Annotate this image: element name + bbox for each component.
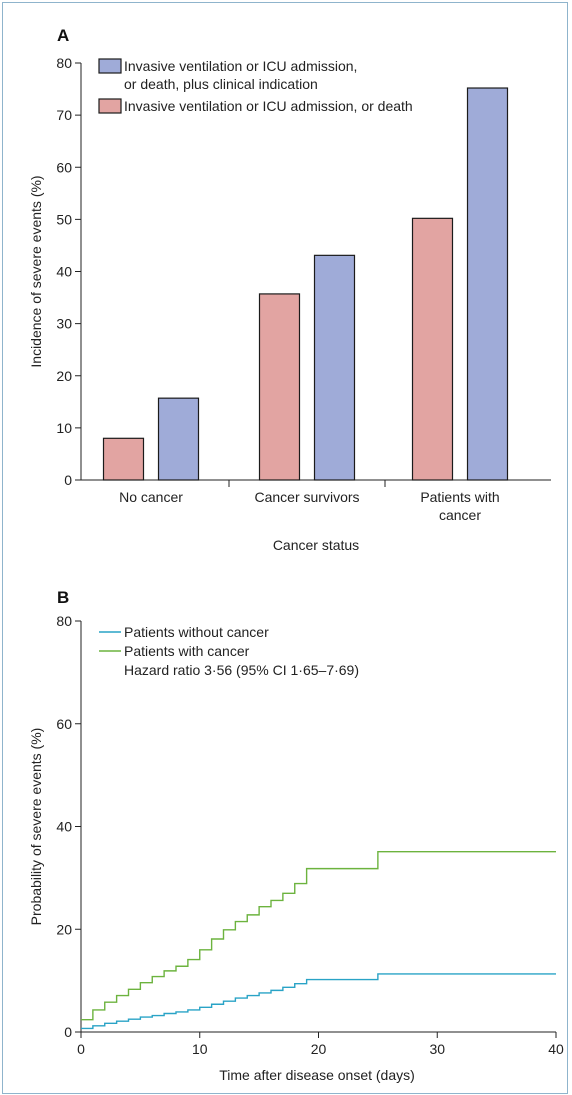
- panel-b-x-tick-label: 0: [77, 1041, 85, 1057]
- panel-a-y-tick-label: 80: [56, 55, 72, 71]
- legend-label-patients-without-cancer: Patients without cancer: [124, 624, 269, 640]
- bar-with-clinical-indication-patients-with-cancer: [466, 87, 509, 481]
- panel-a-x-tick-label-cancer-survivors: Cancer survivors: [254, 489, 359, 505]
- panel-a-x-tick-label-patients-with-cancer: Patients with: [420, 489, 499, 505]
- panel-b-y-tick-label: 0: [64, 1024, 72, 1040]
- bar-ventilation-icu-death-patients-with-cancer: [411, 217, 454, 481]
- panel-a-y-tick-label: 70: [56, 107, 72, 123]
- panel-a-x-tick-label-patients-with-cancer: cancer: [439, 507, 481, 523]
- panel-b-y-tick-label: 20: [56, 921, 72, 937]
- panel-b: B Probability of severe events (%) Time …: [28, 588, 564, 1083]
- legend-label-patients-with-cancer: Patients with cancer: [124, 643, 250, 659]
- step-curve-patients-with-cancer: [81, 850, 556, 1021]
- panel-b-y-tick-label: 40: [56, 819, 72, 835]
- panel-a-y-tick-label: 10: [56, 420, 72, 436]
- panel-b-hazard-ratio-annotation: Hazard ratio 3·56 (95% CI 1·65–7·69): [124, 662, 359, 678]
- panel-b-lines: [81, 850, 556, 1030]
- panel-a-y-tick-label: 20: [56, 368, 72, 384]
- panel-a-x-axis-title: Cancer status: [273, 537, 359, 553]
- bar-ventilation-icu-death-cancer-survivors: [258, 293, 301, 481]
- legend-label-ventilation-icu-death: Invasive ventilation or ICU admission, o…: [124, 98, 413, 114]
- panel-a-y-tick-label: 40: [56, 264, 72, 280]
- panel-a: A Incidence of severe events (%) Cancer …: [28, 26, 551, 553]
- panel-b-x-tick-label: 20: [311, 1041, 327, 1057]
- panel-a-y-tick-label: 0: [64, 472, 72, 488]
- panel-a-y-tick-label: 60: [56, 159, 72, 175]
- bar-with-clinical-indication-cancer-survivors: [313, 254, 356, 481]
- panel-a-letter: A: [57, 26, 69, 45]
- panel-b-letter: B: [57, 588, 69, 607]
- legend-label-with-clinical-indication: Invasive ventilation or ICU admission,: [124, 58, 357, 74]
- legend-swatch-with-clinical-indication: [98, 58, 122, 74]
- panel-b-y-tick-label: 60: [56, 716, 72, 732]
- panel-a-y-tick-label: 50: [56, 211, 72, 227]
- panel-a-x-tick-label-no-cancer: No cancer: [119, 489, 183, 505]
- panel-b-x-tick-label: 10: [192, 1041, 208, 1057]
- panel-a-bars: [102, 87, 509, 481]
- bar-ventilation-icu-death-no-cancer: [102, 437, 145, 481]
- legend-label-with-clinical-indication: or death, plus clinical indication: [124, 76, 318, 92]
- panel-b-x-tick-label: 30: [429, 1041, 445, 1057]
- figure-svg: A Incidence of severe events (%) Cancer …: [28, 26, 564, 1083]
- panel-a-y-tick-label: 30: [56, 316, 72, 332]
- panel-b-axes: 0 20 40 60 80 0 10 20 30 40: [56, 613, 564, 1057]
- step-curve-patients-without-cancer: [81, 973, 556, 1030]
- panel-b-x-tick-label: 40: [548, 1041, 564, 1057]
- panel-b-x-axis-title: Time after disease onset (days): [219, 1067, 415, 1083]
- panel-b-y-axis-title: Probability of severe events (%): [28, 728, 44, 926]
- legend-swatch-ventilation-icu-death: [98, 98, 122, 114]
- bar-with-clinical-indication-no-cancer: [157, 397, 200, 481]
- panel-b-y-tick-label: 80: [56, 613, 72, 629]
- panel-a-axes: 0 10 20 30 40 50 60 70 80 No cancer Cancer survivo…: [56, 55, 551, 523]
- panel-a-y-axis-title: Incidence of severe events (%): [28, 175, 44, 367]
- panel-b-legend: Patients without cancer Patients with can…: [99, 624, 269, 659]
- panel-a-legend: Invasive ventilation or ICU admission, or…: [98, 58, 413, 114]
